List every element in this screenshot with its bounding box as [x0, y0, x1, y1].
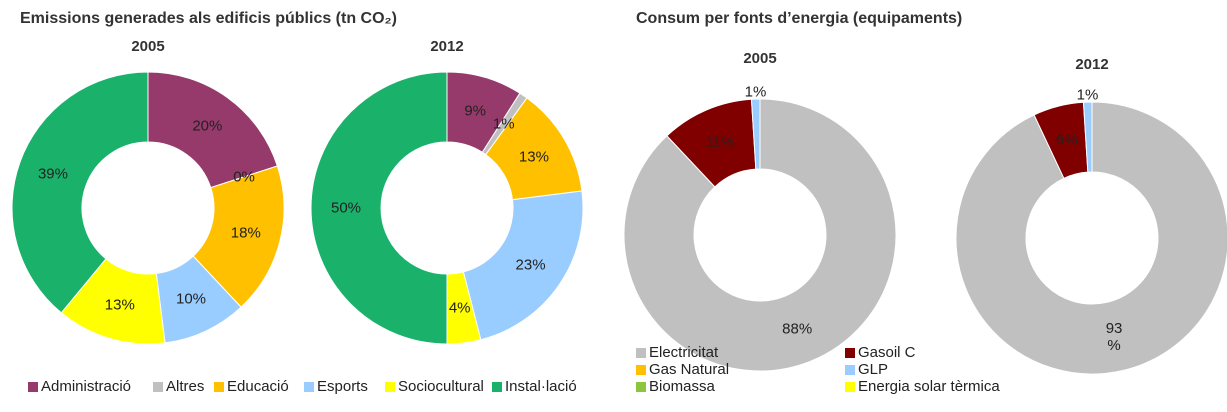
legend-item: Gasoil C — [845, 344, 916, 361]
legend-item: Educació — [214, 378, 289, 395]
donut-title: 2012 — [1075, 56, 1109, 73]
value-label: 93 % — [1105, 319, 1123, 354]
value-label: 4% — [448, 299, 471, 317]
legend-item: Sociocultural — [385, 378, 484, 395]
legend-label: GLP — [858, 361, 889, 378]
legend-swatch — [845, 347, 855, 358]
legend-swatch — [28, 381, 38, 392]
panel-title: Emissions generades als edificis públics… — [20, 10, 397, 27]
legend-swatch — [385, 381, 395, 392]
legend-label: Biomassa — [649, 378, 715, 395]
legend-label: Educació — [227, 378, 289, 395]
value-label: 23% — [515, 256, 546, 274]
donut-slice — [462, 190, 584, 341]
value-label: 9% — [464, 102, 487, 120]
value-label: 20% — [192, 117, 223, 135]
value-label: 11% — [705, 133, 735, 151]
legend-item: GLP — [845, 361, 888, 378]
value-label: 50% — [330, 199, 362, 217]
value-label: 1% — [492, 115, 515, 133]
value-label: 39% — [37, 165, 68, 183]
legend-label: Altres — [166, 378, 205, 395]
legend-swatch — [845, 364, 855, 375]
legend-swatch — [304, 381, 314, 392]
legend-label: Sociocultural — [398, 378, 484, 395]
donut-slice — [955, 101, 1227, 375]
donut-slice — [310, 71, 448, 345]
legend-label: Administració — [41, 378, 132, 395]
legend-label: Gas Natural — [649, 361, 730, 378]
legend-item: Electricitat — [636, 344, 718, 361]
legend-swatch — [492, 381, 502, 392]
legend-swatch — [214, 381, 224, 392]
donut-title: 2005 — [743, 50, 777, 67]
donut-slice — [750, 98, 761, 170]
legend-item: Gas Natural — [636, 361, 729, 378]
legend-swatch — [153, 381, 163, 392]
legend-item: Instal·lació — [492, 378, 577, 395]
legend-item: Administració — [28, 378, 131, 395]
legend-swatch — [636, 347, 646, 358]
legend-item: Altres — [153, 378, 204, 395]
value-label: 13% — [518, 148, 549, 166]
donut-slice — [147, 71, 278, 189]
legend-label: Energia solar tèrmica — [858, 378, 1000, 395]
value-label: 6% — [1056, 131, 1078, 149]
donut-title: 2012 — [430, 38, 464, 55]
value-label: 1% — [1076, 86, 1099, 104]
legend-item: Energia solar tèrmica — [845, 378, 1000, 395]
value-label: 13% — [104, 296, 135, 314]
value-label: 88% — [782, 320, 813, 338]
legend-swatch — [636, 364, 646, 375]
legend-label: Instal·lació — [505, 378, 577, 395]
legend-label: Gasoil C — [858, 344, 916, 361]
legend-swatch — [845, 381, 855, 392]
value-label: 10% — [175, 290, 207, 308]
donut-title: 2005 — [131, 38, 165, 55]
value-label: 0% — [233, 168, 255, 186]
legend-item: Esports — [304, 378, 368, 395]
legend-swatch — [636, 381, 646, 392]
donut-slice — [11, 71, 149, 314]
panel-title: Consum per fonts d’energia (equipaments) — [636, 10, 963, 27]
legend-label: Electricitat — [649, 344, 719, 361]
value-label: 18% — [230, 224, 261, 242]
donut-slice — [623, 98, 897, 372]
donut-slice — [1082, 101, 1093, 173]
legend-label: Esports — [317, 378, 368, 395]
legend-item: Biomassa — [636, 378, 715, 395]
value-label: 1% — [744, 83, 767, 101]
